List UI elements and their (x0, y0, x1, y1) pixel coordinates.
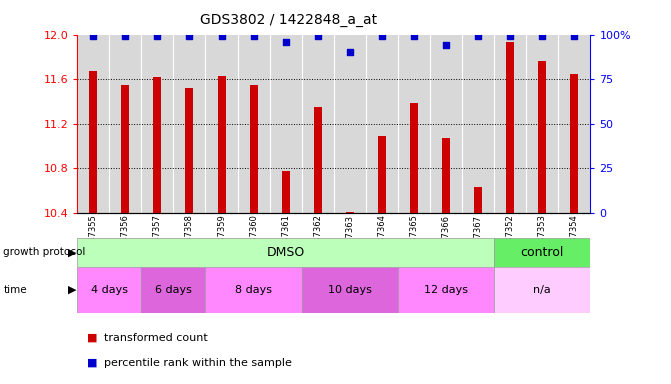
Bar (205, 35, 238, 213)
Bar (495, 267, 590, 313)
Point (248, 33, 259, 40)
Bar (378, 136, 386, 213)
Text: 10 days: 10 days (328, 285, 372, 295)
Point (376, 33, 387, 40)
Bar (410, 103, 418, 213)
Bar (495, 238, 590, 267)
Text: ■: ■ (87, 333, 98, 343)
Bar (109, 35, 142, 213)
Text: time: time (3, 285, 27, 295)
Bar (398, 35, 430, 213)
Point (344, 50, 355, 56)
Bar (77, 267, 142, 313)
Bar (282, 171, 290, 213)
Point (537, 33, 548, 40)
Bar (77, 238, 495, 267)
Bar (474, 187, 482, 213)
Bar (430, 35, 462, 213)
Text: ■: ■ (87, 358, 98, 368)
Text: n/a: n/a (533, 285, 552, 295)
Bar (121, 85, 130, 213)
Bar (270, 35, 302, 213)
Point (280, 39, 291, 45)
Bar (142, 267, 205, 313)
Bar (154, 77, 162, 213)
Point (120, 33, 131, 40)
Bar (142, 35, 173, 213)
Bar (570, 74, 578, 213)
Bar (346, 212, 354, 213)
Point (313, 33, 323, 40)
Bar (558, 35, 590, 213)
Bar (217, 76, 225, 213)
Bar (238, 35, 270, 213)
Text: growth protocol: growth protocol (3, 247, 86, 258)
Text: GDS3802 / 1422848_a_at: GDS3802 / 1422848_a_at (200, 13, 377, 27)
Bar (398, 267, 495, 313)
Bar (185, 88, 193, 213)
Text: 12 days: 12 days (424, 285, 468, 295)
Text: 4 days: 4 days (91, 285, 127, 295)
Bar (495, 35, 526, 213)
Point (409, 33, 419, 40)
Bar (334, 35, 366, 213)
Text: ▶: ▶ (68, 285, 76, 295)
Bar (462, 35, 495, 213)
Bar (173, 35, 205, 213)
Bar (538, 61, 546, 213)
Bar (366, 35, 398, 213)
Text: 6 days: 6 days (155, 285, 192, 295)
Bar (77, 35, 109, 213)
Text: DMSO: DMSO (266, 246, 305, 259)
Bar (526, 35, 558, 213)
Bar (506, 42, 514, 213)
Bar (302, 35, 334, 213)
Bar (89, 71, 97, 213)
Text: ▶: ▶ (68, 247, 76, 258)
Point (88, 33, 99, 40)
Point (184, 33, 195, 40)
Point (505, 33, 515, 40)
Point (473, 33, 484, 40)
Bar (205, 267, 302, 313)
Bar (302, 267, 398, 313)
Point (152, 33, 163, 40)
Point (569, 33, 580, 40)
Text: transformed count: transformed count (104, 333, 208, 343)
Bar (250, 85, 258, 213)
Bar (314, 107, 322, 213)
Text: 8 days: 8 days (235, 285, 272, 295)
Text: percentile rank within the sample: percentile rank within the sample (104, 358, 292, 368)
Text: control: control (521, 246, 564, 259)
Point (216, 33, 227, 40)
Point (441, 42, 452, 48)
Bar (442, 138, 450, 213)
